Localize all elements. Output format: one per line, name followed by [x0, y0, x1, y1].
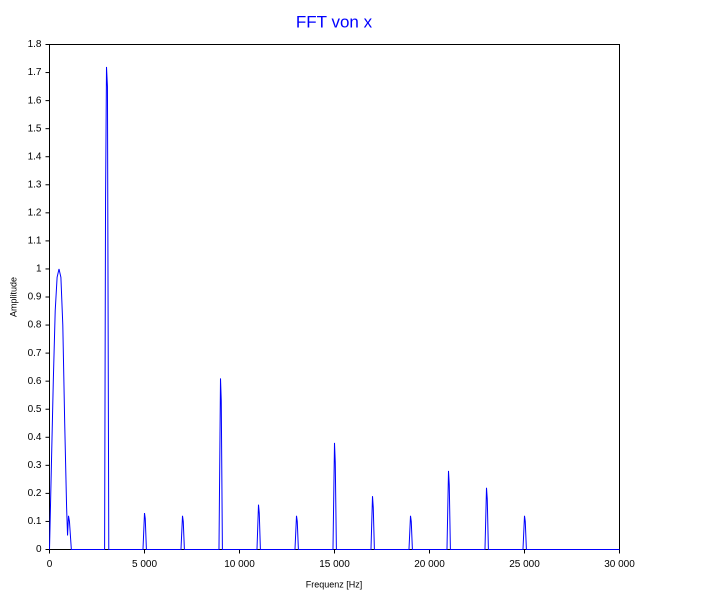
y-tick-label: 0.8 [28, 320, 42, 331]
x-tick-label: 15 000 [319, 559, 350, 570]
y-tick-label: 1 [36, 264, 42, 275]
y-tick-label: 1.6 [28, 95, 42, 106]
y-tick-label: 1.2 [28, 207, 42, 218]
y-tick-label: 1.3 [28, 179, 42, 190]
y-tick-label: 0.7 [28, 348, 42, 359]
y-tick-label: 0.6 [28, 376, 42, 387]
x-tick-label: 10 000 [224, 559, 255, 570]
y-tick-label: 1.1 [28, 236, 42, 247]
y-tick-label: 0.5 [28, 404, 42, 415]
x-tick-label: 30 000 [604, 559, 635, 570]
y-tick-label: 0.1 [28, 516, 42, 527]
x-tick-label: 20 000 [414, 559, 445, 570]
y-tick-label: 0.2 [28, 488, 42, 499]
chart-title: FFT von x [296, 12, 373, 31]
y-tick-label: 0.9 [28, 292, 42, 303]
x-tick-label: 5 000 [132, 559, 157, 570]
y-axis-label: Amplitude [8, 277, 18, 317]
y-tick-label: 1.7 [28, 67, 42, 78]
y-tick-label: 0.3 [28, 460, 42, 471]
y-tick-label: 0.4 [28, 432, 42, 443]
y-tick-label: 1.8 [28, 39, 42, 50]
series-line [49, 66, 620, 550]
x-axis-label: Frequenz [Hz] [306, 579, 363, 589]
y-tick-label: 0 [36, 544, 42, 555]
x-tick-label: 0 [47, 559, 53, 570]
y-tick-label: 1.5 [28, 123, 42, 134]
x-tick-label: 25 000 [509, 559, 540, 570]
y-tick-label: 1.4 [28, 151, 42, 162]
